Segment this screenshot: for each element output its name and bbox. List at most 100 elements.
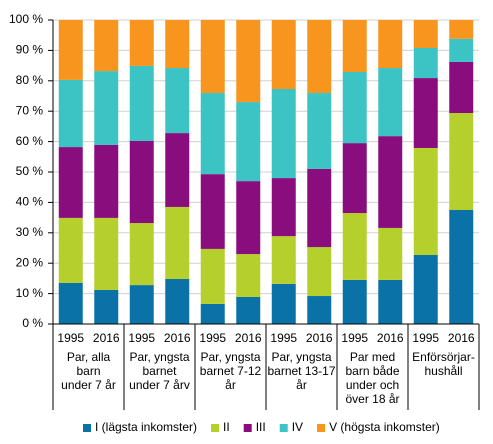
bar-segment [58,282,83,324]
bar-segment [129,140,154,224]
y-tick-label: 80 % [16,73,44,87]
bar-segment [307,247,332,297]
x-tick-label: 2016 [164,331,191,345]
x-tick-label: 1995 [341,331,368,345]
bar-segment [449,113,474,210]
bar-segment [307,92,332,169]
bar-segment [413,254,438,324]
bar-segment [165,20,190,69]
group-label: barn [76,364,100,378]
bar-segment [200,174,225,249]
bar-segment [129,20,154,66]
legend-label: I (lägsta inkomster) [95,420,197,434]
bar-segment [413,47,438,79]
legend-swatch [243,424,252,432]
y-tick-label: 20 % [16,255,44,269]
bar-segment [129,65,154,141]
bar-segment [58,79,83,148]
legend-swatch [83,424,91,432]
bar-segment [449,20,474,39]
y-tick-label: 0 % [22,316,43,330]
x-tick-label: 1995 [199,331,226,345]
group-label: Par, yngsta [200,350,260,364]
bar-segment [342,279,367,324]
bar-segment [165,133,190,207]
bar-segment [94,20,119,72]
bar-segment [58,20,83,80]
group-label: under och [346,378,399,392]
legend-label: IV [292,420,303,434]
bar-segment [129,223,154,286]
bar-segment [378,136,403,228]
bar-segment [413,20,438,48]
bar-segment [200,303,225,324]
y-tick-label: 30 % [16,225,44,239]
bar-segment [58,217,83,283]
group-label: under 7 årv [129,378,190,392]
bar-segment [307,296,332,324]
x-tick-label: 1995 [128,331,155,345]
bar-segment [236,181,261,255]
bar-segment [94,217,119,290]
bar-segment [271,236,296,284]
group-label: hushåll [424,364,462,378]
bar-segment [129,285,154,324]
bar-segment [58,147,83,218]
bar-segment [236,20,261,103]
bar-segment [449,210,474,324]
bar-segment [94,144,119,218]
bar-segment [236,296,261,324]
bar-segment [378,20,403,69]
bar-segment [200,248,225,304]
group-label: år [225,378,236,392]
bar-segment [342,213,367,280]
legend-swatch [279,424,288,432]
bar-segment [307,20,332,93]
bar-segment [342,20,367,72]
bar-segment [94,289,119,324]
legend-label: II [223,420,230,434]
legend-label: III [256,420,266,434]
group-label: barnet [142,364,177,378]
x-tick-label: 2016 [448,331,475,345]
group-label: under 7 år [61,378,116,392]
bar-segment [342,71,367,144]
x-tick-label: 1995 [270,331,297,345]
x-tick-label: 1995 [412,331,439,345]
x-tick-label: 2016 [306,331,333,345]
bar-segment [271,20,296,90]
bar-segment [94,71,119,145]
x-tick-label: 2016 [377,331,404,345]
group-label: barn både [345,364,399,378]
legend-swatch [317,424,326,432]
group-label: Enförsörjar- [412,350,475,364]
bar-segment [165,206,190,280]
bar-segment [413,78,438,148]
bar-segment [271,89,296,179]
bar-segment [378,227,403,280]
group-label: Par, yngsta [129,350,189,364]
legend-label: V (högsta inkomster) [329,420,440,434]
bar-segment [307,168,332,248]
group-label: barnet 13-17 [267,364,335,378]
bar-segment [378,68,403,137]
group-label: Par med [350,350,395,364]
x-tick-label: 2016 [93,331,120,345]
y-tick-label: 100 % [9,12,43,26]
legend-swatch [211,424,220,432]
bar-segment [236,254,261,297]
x-tick-label: 1995 [57,331,84,345]
bar-segment [342,143,367,214]
y-tick-label: 60 % [16,134,44,148]
bar-segment [200,92,225,175]
bar-segment [165,68,190,134]
y-tick-label: 50 % [16,164,44,178]
y-tick-label: 90 % [16,43,44,57]
y-tick-label: 40 % [16,195,44,209]
bar-segment [236,102,261,182]
bar-segment [378,279,403,324]
group-label: över 18 år [345,392,399,406]
bar-segment [200,20,225,93]
bar-segment [271,283,296,324]
